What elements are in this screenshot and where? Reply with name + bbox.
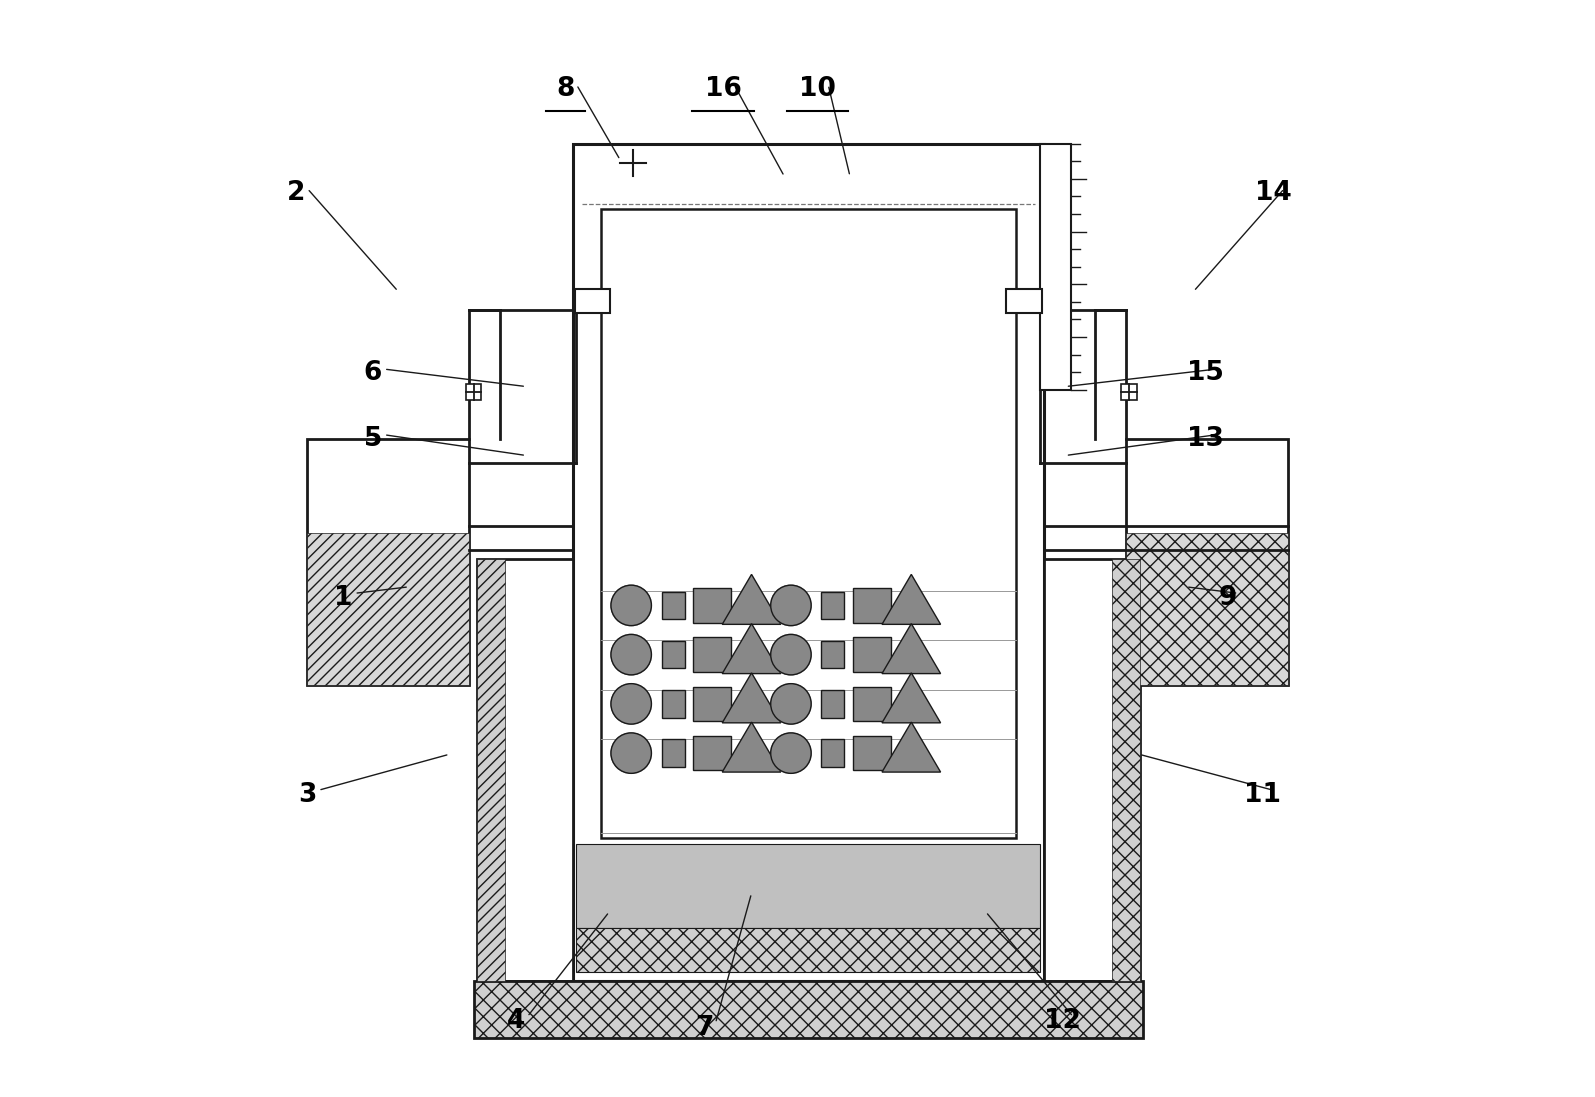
Bar [576, 928, 1040, 972]
Bar [573, 144, 1043, 981]
Text: 12: 12 [1043, 1008, 1081, 1034]
Polygon shape [723, 722, 782, 772]
Bar [853, 637, 892, 671]
Bar [1040, 144, 1072, 389]
Bar [662, 739, 686, 767]
Bar [821, 690, 844, 717]
Polygon shape [882, 623, 941, 674]
Circle shape [611, 585, 651, 625]
Circle shape [770, 733, 812, 773]
Circle shape [770, 683, 812, 724]
Bar [308, 533, 469, 686]
Text: 3: 3 [298, 782, 316, 807]
Circle shape [611, 733, 651, 773]
Bar [576, 290, 611, 314]
Bar [694, 637, 731, 671]
Bar [1126, 533, 1287, 686]
Bar [1112, 559, 1140, 981]
Circle shape [611, 634, 651, 675]
Polygon shape [723, 575, 782, 624]
Bar [477, 559, 506, 981]
Text: 7: 7 [695, 1015, 713, 1041]
Polygon shape [723, 672, 782, 723]
Bar [1006, 290, 1042, 314]
Bar [466, 384, 482, 399]
Text: 4: 4 [507, 1008, 525, 1034]
Circle shape [611, 683, 651, 724]
Polygon shape [882, 575, 941, 624]
Bar [853, 736, 892, 770]
Bar [662, 641, 686, 668]
Bar [821, 739, 844, 767]
Bar [601, 210, 1016, 838]
Bar [1043, 559, 1140, 981]
Text: 10: 10 [799, 76, 836, 102]
Text: 15: 15 [1187, 361, 1223, 386]
Text: 6: 6 [364, 361, 383, 386]
Text: 16: 16 [705, 76, 742, 102]
Polygon shape [882, 672, 941, 723]
Polygon shape [723, 623, 782, 674]
Bar [694, 736, 731, 770]
Bar [1121, 384, 1137, 399]
Bar [694, 687, 731, 721]
Text: 14: 14 [1255, 180, 1292, 206]
Bar [853, 687, 892, 721]
Bar [576, 844, 1040, 928]
Text: 8: 8 [557, 76, 574, 102]
Bar [308, 439, 469, 686]
Bar [821, 591, 844, 619]
Bar [694, 588, 731, 623]
Bar [474, 981, 1144, 1038]
Bar [662, 591, 686, 619]
Circle shape [770, 634, 812, 675]
Bar [853, 588, 892, 623]
Text: 9: 9 [1219, 585, 1236, 611]
Bar [477, 559, 573, 981]
Text: 2: 2 [287, 180, 306, 206]
Polygon shape [882, 722, 941, 772]
Text: 1: 1 [333, 585, 352, 611]
Text: 5: 5 [364, 426, 383, 452]
Circle shape [770, 585, 812, 625]
Bar [1126, 439, 1287, 686]
Bar [821, 641, 844, 668]
Text: 11: 11 [1244, 782, 1281, 807]
Bar [662, 690, 686, 717]
Text: 13: 13 [1187, 426, 1223, 452]
